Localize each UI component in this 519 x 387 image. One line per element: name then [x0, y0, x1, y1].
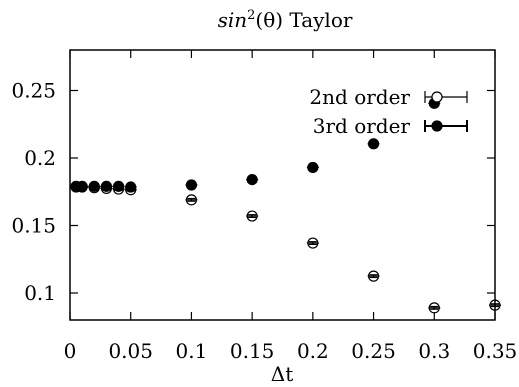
x-tick-label: 0.05 [108, 339, 153, 363]
data-point-3rd-order [185, 179, 198, 191]
data-point-3rd-order [306, 161, 319, 174]
x-tick-label: 0 [64, 339, 77, 363]
x-tick-label: 0.25 [351, 339, 396, 363]
data-point-3rd-order [246, 174, 259, 186]
legend-label: 2nd order [309, 85, 410, 109]
x-axis-label: Δt [271, 362, 293, 386]
data-point-3rd-order [124, 181, 137, 193]
data-marks [70, 97, 501, 314]
legend-key [424, 120, 468, 132]
axes: 0 0.05 0.1 0.15 0.2 0.25 0.3 0.35 0.1 0.15 0.2 0.25 [11, 50, 517, 363]
data-point-3rd-order [367, 138, 380, 150]
y-tick-label: 0.1 [24, 281, 56, 305]
legend: 2nd order 3rd order [309, 85, 468, 138]
x-tick-label: 0.3 [418, 339, 450, 363]
chart-title-sup: 2 [247, 8, 255, 23]
chart-title-prefix: sin [218, 8, 248, 32]
legend-entry: 3rd order [313, 114, 468, 138]
legend-entry: 2nd order [309, 85, 468, 109]
legend-label: 3rd order [313, 114, 411, 138]
data-point-3rd-order [76, 180, 89, 192]
legend-key [424, 91, 468, 103]
data-point-2nd-order [306, 237, 319, 249]
x-tick-label: 0.2 [297, 339, 329, 363]
x-tick-label: 0.1 [176, 339, 208, 363]
y-tick-label: 0.2 [24, 146, 56, 170]
data-point-2nd-order [367, 270, 380, 282]
data-point-2nd-order [185, 194, 198, 206]
data-point-3rd-order [88, 180, 101, 192]
chart-title: sin2(θ) Taylor [218, 8, 353, 32]
plot-frame [69, 49, 496, 321]
y-tick-label: 0.15 [11, 214, 56, 238]
x-tick-label: 0.15 [230, 339, 275, 363]
data-point-3rd-order [112, 180, 125, 192]
y-tick-label: 0.25 [11, 79, 56, 103]
data-point-2nd-order [246, 210, 259, 222]
chart-title-suffix: (θ) Taylor [255, 8, 352, 32]
data-point-2nd-order [428, 302, 441, 314]
data-point-2nd-order [489, 299, 501, 311]
x-tick-label: 0.35 [473, 339, 518, 363]
data-point-3rd-order [100, 180, 113, 192]
